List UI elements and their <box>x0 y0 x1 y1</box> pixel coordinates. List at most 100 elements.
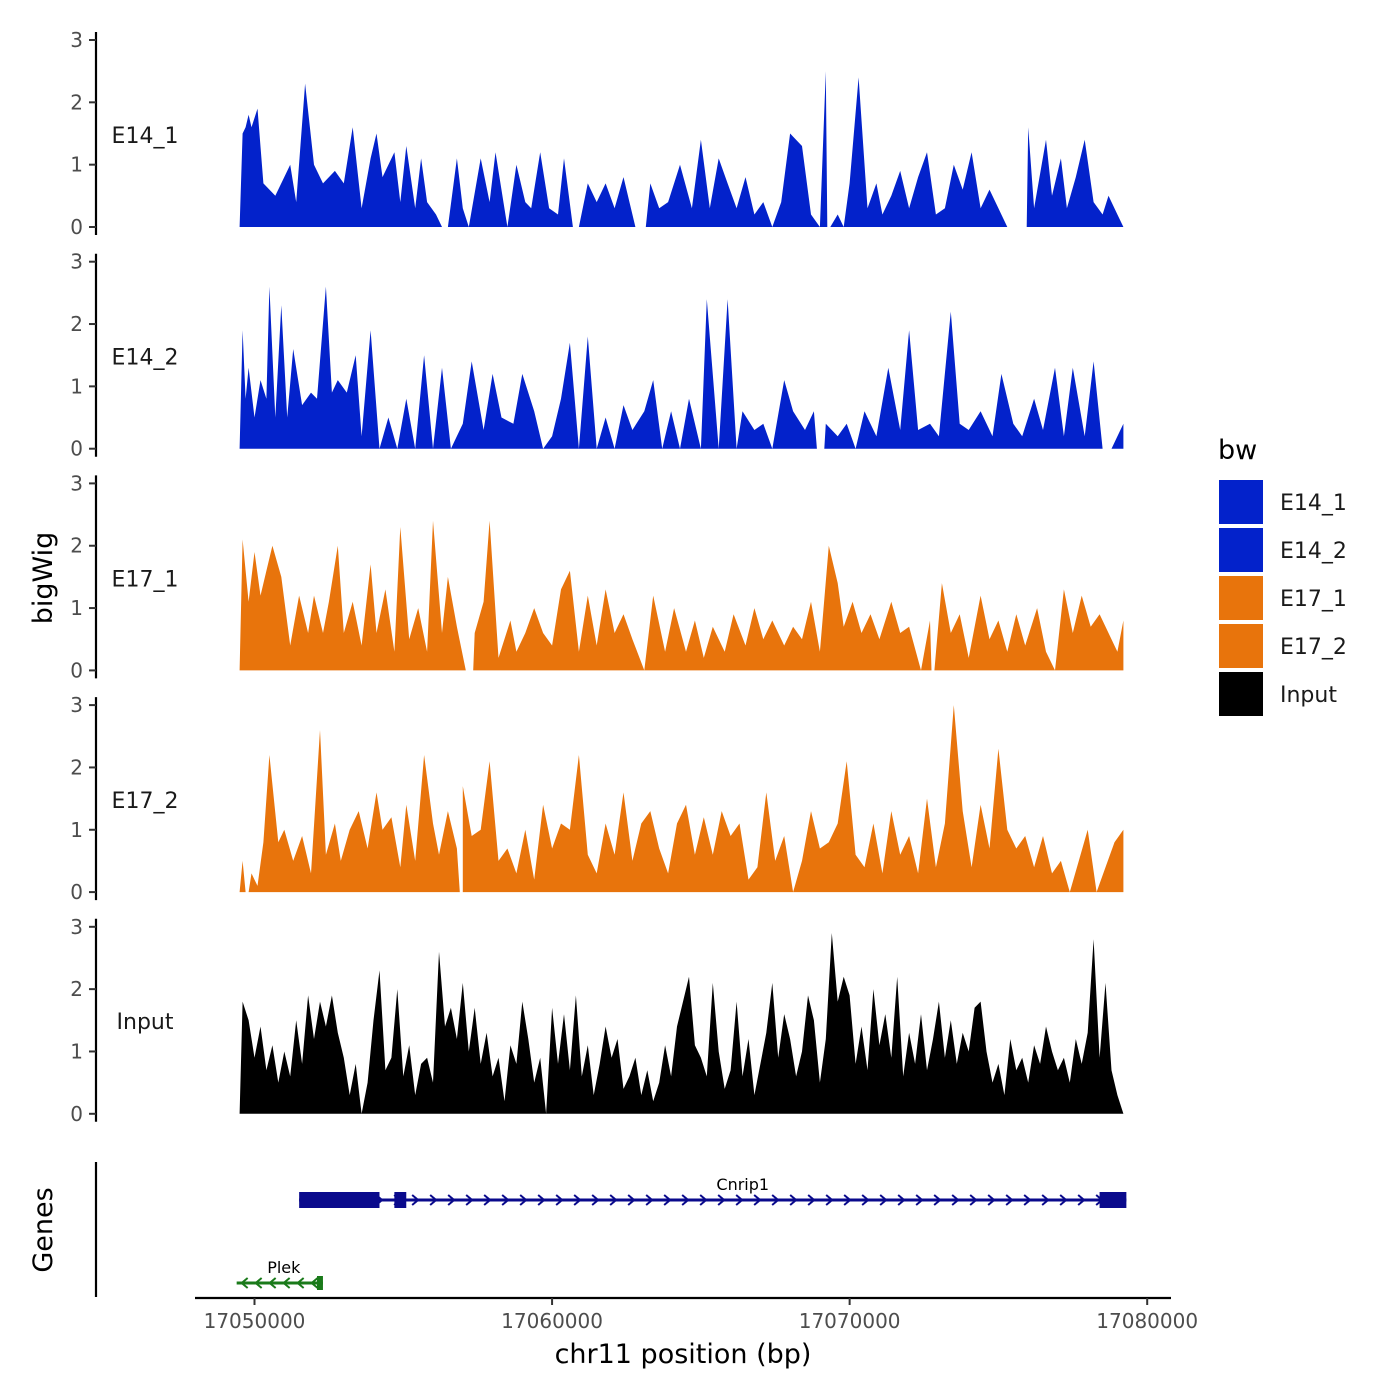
x-axis: 17050000 17060000 17070000 17080000 chr11 p… <box>195 1296 1198 1370</box>
area-Input <box>239 933 1124 1114</box>
legend-item-Input: Input <box>1219 672 1337 716</box>
area-E17_2 <box>239 705 1124 893</box>
x-tick-label-17080000: 17080000 <box>1096 1309 1198 1333</box>
y-tick-label-E14_2-3: 3 <box>70 250 83 274</box>
gene-strand-arrow-Cnrip1 <box>735 1194 744 1206</box>
y-tick-label-Input-2: 2 <box>70 977 83 1001</box>
legend-swatch-E17_1 <box>1219 576 1263 620</box>
genes-track-title: Genes <box>28 1187 59 1272</box>
legend-swatch-E14_1 <box>1219 480 1263 524</box>
gene-strand-arrow-Cnrip1 <box>681 1194 690 1206</box>
legend-item-E14_1: E14_1 <box>1219 480 1347 524</box>
gene-strand-arrow-Cnrip1 <box>933 1194 942 1206</box>
gene-strand-arrow-Cnrip1 <box>1005 1194 1014 1206</box>
legend-item-E17_2: E17_2 <box>1219 624 1347 668</box>
gene-strand-arrow-Cnrip1 <box>843 1194 852 1206</box>
y-axis-title: bigWig <box>28 532 59 625</box>
track-label-E14_1: E14_1 <box>112 124 179 149</box>
y-tick-label-E17_1-3: 3 <box>70 471 83 495</box>
gene-strand-arrow-Cnrip1 <box>897 1194 906 1206</box>
panel-E17_1: 0 1 2 3 E17_1 <box>70 471 1124 682</box>
y-tick-label-E17_2-3: 3 <box>70 693 83 717</box>
gene-strand-arrow-Cnrip1 <box>861 1194 870 1206</box>
legend-swatch-E17_2 <box>1219 624 1263 668</box>
gene-exon-Cnrip1-2 <box>1099 1192 1127 1208</box>
gene-strand-arrow-Cnrip1 <box>717 1194 726 1206</box>
gene-strand-arrow-Cnrip1 <box>753 1194 762 1206</box>
gene-strand-arrow-Cnrip1 <box>555 1194 564 1206</box>
gene-strand-arrow-Cnrip1 <box>663 1194 672 1206</box>
x-ticks: 17050000 17060000 17070000 17080000 <box>204 1298 1198 1333</box>
gene-strand-arrow-Cnrip1 <box>1077 1194 1086 1206</box>
gene-strand-arrow-Cnrip1 <box>465 1194 474 1206</box>
gene-Plek: Plek <box>236 1258 323 1290</box>
gene-strand-arrow-Cnrip1 <box>519 1194 528 1206</box>
gene-strand-arrow-Cnrip1 <box>915 1194 924 1206</box>
x-tick-label-17060000: 17060000 <box>501 1309 603 1333</box>
gene-strand-arrow-Cnrip1 <box>627 1194 636 1206</box>
gene-strand-arrow-Cnrip1 <box>1059 1194 1068 1206</box>
gene-strand-arrow-Cnrip1 <box>789 1194 798 1206</box>
gene-strand-arrow-Plek <box>296 1277 305 1289</box>
gene-strand-arrow-Cnrip1 <box>411 1194 420 1206</box>
panel-Input: 0 1 2 3 Input <box>70 915 1124 1126</box>
signal-panels: 0 1 2 3 E14_1 0 1 2 3 E14_2 0 1 2 3 E17_1 0 1 2 3 E17_2 0 1 2 3… <box>70 28 1124 1126</box>
gene-strand-arrow-Cnrip1 <box>483 1194 492 1206</box>
gene-strand-arrow-Cnrip1 <box>969 1194 978 1206</box>
genes-layer: Cnrip1 Plek <box>236 1175 1127 1290</box>
legend-item-E17_1: E17_1 <box>1219 576 1347 620</box>
gene-strand-arrow-Cnrip1 <box>879 1194 888 1206</box>
genes-panel: Genes Cnrip1 Plek <box>28 1162 1127 1297</box>
y-tick-label-E17_1-0: 0 <box>70 658 83 682</box>
area-E14_1 <box>239 71 1124 227</box>
y-tick-label-E14_2-1: 1 <box>70 374 83 398</box>
y-tick-label-Input-3: 3 <box>70 915 83 939</box>
gene-exon-Cnrip1-1 <box>394 1192 407 1208</box>
panel-E14_1: 0 1 2 3 E14_1 <box>70 28 1124 239</box>
legend-label-E17_1: E17_1 <box>1280 587 1347 612</box>
gene-strand-arrow-Cnrip1 <box>501 1194 510 1206</box>
legend: bw E14_1 E14_2 E17_1 E17_2 Input <box>1218 435 1347 716</box>
gene-strand-arrow-Cnrip1 <box>987 1194 996 1206</box>
gene-strand-arrow-Plek <box>282 1277 291 1289</box>
gene-strand-arrow-Cnrip1 <box>1023 1194 1032 1206</box>
y-tick-label-E14_1-3: 3 <box>70 28 83 52</box>
legend-item-E14_2: E14_2 <box>1219 528 1347 572</box>
gene-strand-arrow-Cnrip1 <box>429 1194 438 1206</box>
legend-label-E14_2: E14_2 <box>1280 539 1347 564</box>
legend-items: E14_1 E14_2 E17_1 E17_2 Input <box>1219 480 1347 716</box>
y-tick-label-E14_2-0: 0 <box>70 437 83 461</box>
track-label-E14_2: E14_2 <box>112 346 179 371</box>
gene-strand-arrow-Cnrip1 <box>573 1194 582 1206</box>
legend-label-E14_1: E14_1 <box>1280 491 1347 516</box>
area-E14_2 <box>239 286 1124 449</box>
gene-strand-arrow-Cnrip1 <box>609 1194 618 1206</box>
legend-title: bw <box>1218 435 1257 466</box>
y-tick-label-E17_2-0: 0 <box>70 880 83 904</box>
x-tick-label-17050000: 17050000 <box>204 1309 306 1333</box>
gene-strand-arrow-Cnrip1 <box>825 1194 834 1206</box>
gene-strand-arrow-Cnrip1 <box>645 1194 654 1206</box>
panel-E14_2: 0 1 2 3 E14_2 <box>70 250 1124 461</box>
y-tick-label-E17_2-2: 2 <box>70 755 83 779</box>
y-tick-label-E17_1-1: 1 <box>70 596 83 620</box>
legend-label-Input: Input <box>1280 683 1337 708</box>
gene-exon-Cnrip1-0 <box>299 1192 380 1208</box>
gene-strand-arrow-Plek <box>310 1277 319 1289</box>
gene-strand-arrow-Plek <box>268 1277 277 1289</box>
track-label-Input: Input <box>117 1010 174 1035</box>
gene-label-Plek: Plek <box>267 1258 301 1277</box>
gene-strand-arrow-Cnrip1 <box>447 1194 456 1206</box>
area-E17_1 <box>239 520 1124 671</box>
y-tick-label-E17_1-2: 2 <box>70 534 83 558</box>
gene-strand-arrow-Cnrip1 <box>951 1194 960 1206</box>
gene-strand-arrow-Cnrip1 <box>1041 1194 1050 1206</box>
x-axis-title: chr11 position (bp) <box>555 1339 812 1370</box>
legend-swatch-E14_2 <box>1219 528 1263 572</box>
gene-Cnrip1: Cnrip1 <box>299 1175 1127 1208</box>
gene-strand-arrow-Plek <box>240 1277 249 1289</box>
gene-strand-arrow-Cnrip1 <box>699 1194 708 1206</box>
x-tick-label-17070000: 17070000 <box>799 1309 901 1333</box>
gene-strand-arrow-Cnrip1 <box>591 1194 600 1206</box>
